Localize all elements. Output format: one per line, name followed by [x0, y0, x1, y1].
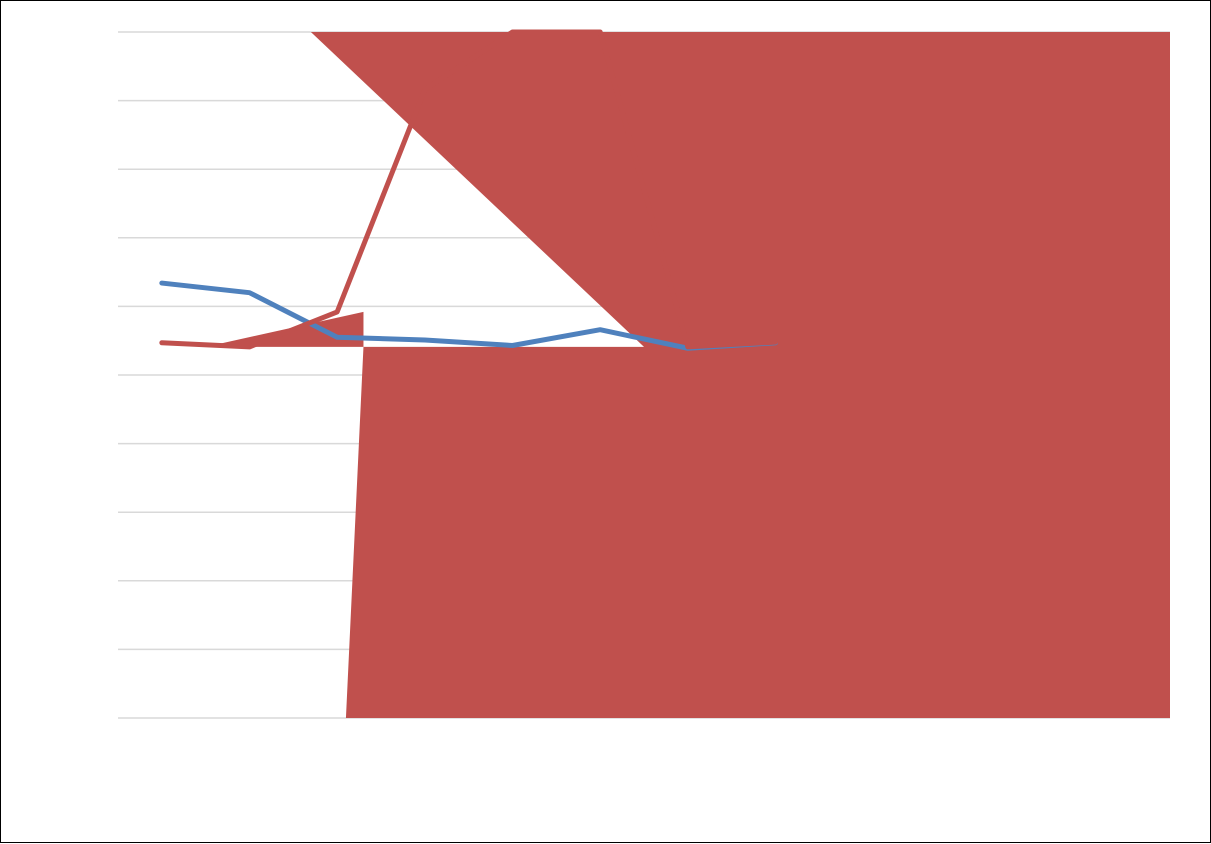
series_2-filled-shape-2 — [206, 312, 364, 347]
series_2-filled-shape-1 — [311, 32, 1170, 718]
